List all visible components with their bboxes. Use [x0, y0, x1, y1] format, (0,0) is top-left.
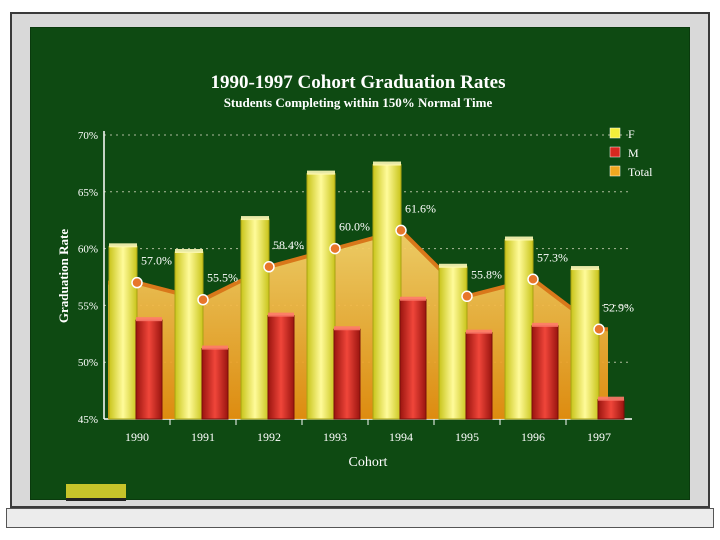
total-data-label: 52.9%	[603, 300, 634, 314]
bar-f	[108, 245, 138, 420]
legend-label: M	[628, 146, 639, 160]
bar-m-cap	[598, 396, 624, 401]
legend-swatch	[609, 127, 621, 139]
bar-m-cap	[400, 296, 426, 301]
x-tick-label: 1995	[455, 430, 479, 444]
total-data-label: 57.3%	[537, 250, 568, 264]
slide-bottom-strip	[6, 508, 714, 528]
bar-f	[504, 239, 534, 420]
bar-f-cap	[505, 236, 533, 241]
total-marker	[131, 276, 143, 289]
total-marker	[461, 290, 473, 303]
bar-f-cap	[175, 249, 203, 254]
legend-label: Total	[628, 165, 653, 179]
total-data-label: 55.8%	[471, 267, 502, 281]
chart-subtitle: Students Completing within 150% Normal T…	[224, 95, 493, 110]
total-marker	[197, 293, 209, 306]
bar-m-cap	[532, 322, 558, 327]
bar-m-cap	[466, 329, 492, 334]
bar-f-cap	[307, 170, 335, 175]
y-tick-label: 60%	[78, 244, 98, 256]
legend-swatch	[609, 165, 621, 177]
bar-m	[597, 399, 625, 420]
total-data-label: 55.5%	[207, 271, 238, 285]
bar-f-cap	[109, 243, 137, 248]
y-tick-label: 70%	[78, 130, 98, 142]
bar-m	[333, 328, 361, 420]
bar-f-cap	[439, 263, 467, 268]
total-marker	[329, 242, 341, 255]
x-tick-label: 1991	[191, 430, 215, 444]
bar-f	[240, 218, 270, 420]
bar-f	[438, 266, 468, 420]
total-marker	[395, 224, 407, 237]
bar-m-cap	[202, 345, 228, 350]
total-data-label: 60.0%	[339, 220, 370, 234]
x-tick-label: 1997	[587, 430, 611, 444]
y-tick-label: 65%	[78, 187, 98, 199]
y-tick-label: 55%	[78, 300, 98, 312]
bar-f	[174, 251, 204, 420]
total-data-label: 58.4%	[273, 238, 304, 252]
bar-m	[201, 348, 229, 420]
bar-f-cap	[241, 216, 269, 221]
bar-m-cap	[136, 317, 162, 322]
bar-m-cap	[334, 326, 360, 331]
x-tick-label: 1992	[257, 430, 281, 444]
total-marker	[527, 273, 539, 286]
x-tick-label: 1994	[389, 430, 413, 444]
chart-title: 1990-1997 Cohort Graduation Rates	[210, 72, 505, 93]
total-marker	[593, 323, 605, 336]
bar-f	[570, 268, 600, 420]
bar-m	[531, 325, 559, 420]
bar-m	[135, 319, 163, 420]
bar-f	[372, 164, 402, 420]
x-axis-label: Cohort	[349, 455, 388, 470]
bar-m	[399, 299, 427, 420]
bar-m	[465, 332, 493, 420]
chalk-stick	[66, 484, 126, 501]
total-data-label: 61.6%	[405, 201, 436, 215]
x-tick-label: 1993	[323, 430, 347, 444]
total-marker	[263, 261, 275, 273]
legend-label: F	[628, 127, 635, 141]
bar-f-cap	[373, 161, 401, 166]
bar-m	[267, 315, 295, 420]
bar-f	[306, 173, 336, 420]
y-tick-label: 50%	[78, 357, 98, 369]
total-line	[108, 228, 608, 332]
x-tick-label: 1990	[125, 430, 149, 444]
y-tick-label: 45%	[78, 414, 98, 426]
x-tick-label: 1996	[521, 430, 545, 444]
bar-f-cap	[571, 266, 599, 271]
y-axis-label: Graduation Rate	[56, 229, 71, 323]
legend-swatch	[609, 146, 621, 158]
total-data-label: 57.0%	[141, 254, 172, 268]
bar-m-cap	[268, 312, 294, 317]
